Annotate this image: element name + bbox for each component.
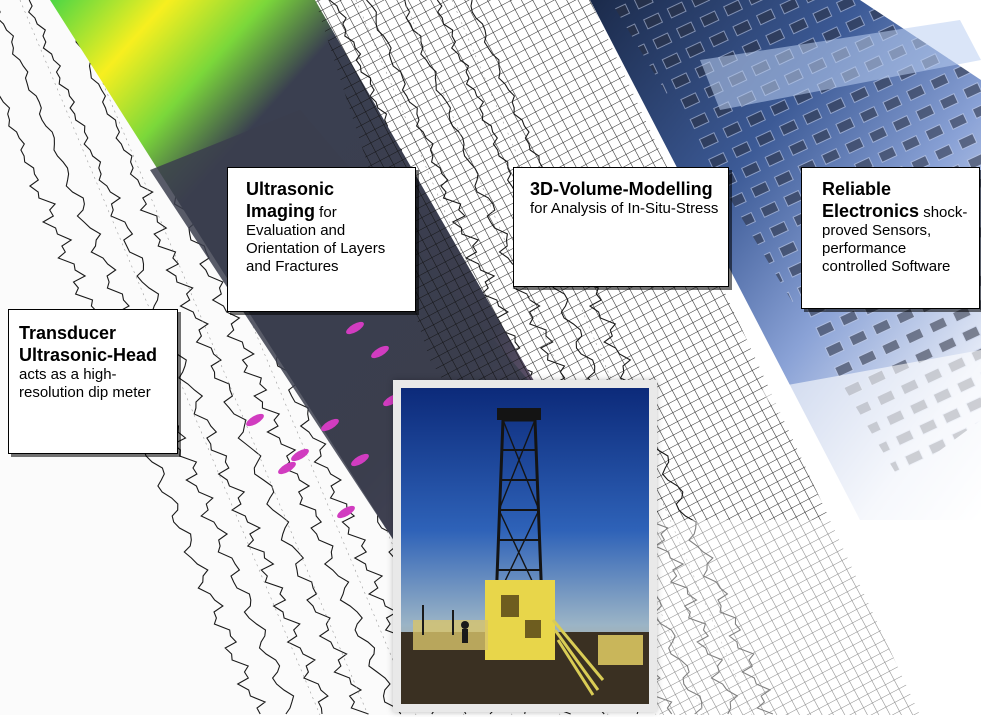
callout-modelling-text: for Analysis of In-Situ-Stress bbox=[530, 200, 719, 217]
image-anomaly-spot bbox=[371, 345, 389, 359]
callout-imaging-text: for Evaluation and Orientation of Layers… bbox=[246, 204, 386, 275]
image-anomaly-spot bbox=[291, 448, 309, 462]
callout-electronics-head: Reliable Electronics bbox=[822, 179, 920, 221]
callout-transducer: Transducer Ultrasonic-Head acts as a hig… bbox=[8, 309, 178, 454]
3d-mesh-cylinder bbox=[315, 0, 980, 715]
callout-transducer-text: acts as a high-resolution dip meter bbox=[19, 366, 151, 401]
callout-transducer-head: Transducer Ultrasonic-Head bbox=[19, 323, 158, 365]
callout-modelling-head: 3D-Volume-Modelling bbox=[530, 179, 713, 199]
image-anomaly-spot bbox=[351, 453, 369, 467]
seismic-trace bbox=[28, 0, 329, 715]
callout-electronics-text: shock-proved Sensors, performance contro… bbox=[822, 204, 968, 275]
callout-imaging: Ultrasonic Imaging for Evaluation and Or… bbox=[227, 167, 416, 312]
drilling-rig-photo bbox=[393, 380, 657, 712]
image-anomaly-spot bbox=[278, 461, 296, 475]
image-anomaly-spot bbox=[346, 321, 364, 335]
callout-modelling: 3D-Volume-Modelling for Analysis of In-S… bbox=[513, 167, 729, 287]
callout-electronics: Reliable Electronics shock-proved Sensor… bbox=[801, 167, 980, 309]
image-anomaly-spot bbox=[321, 418, 339, 432]
seismic-trace bbox=[61, 0, 369, 715]
rig-image bbox=[393, 380, 657, 712]
image-anomaly-spot bbox=[337, 505, 355, 519]
callout-imaging-head: Ultrasonic Imaging bbox=[246, 179, 335, 221]
image-anomaly-spot bbox=[246, 413, 264, 427]
circuit-board-photo bbox=[590, 0, 981, 520]
